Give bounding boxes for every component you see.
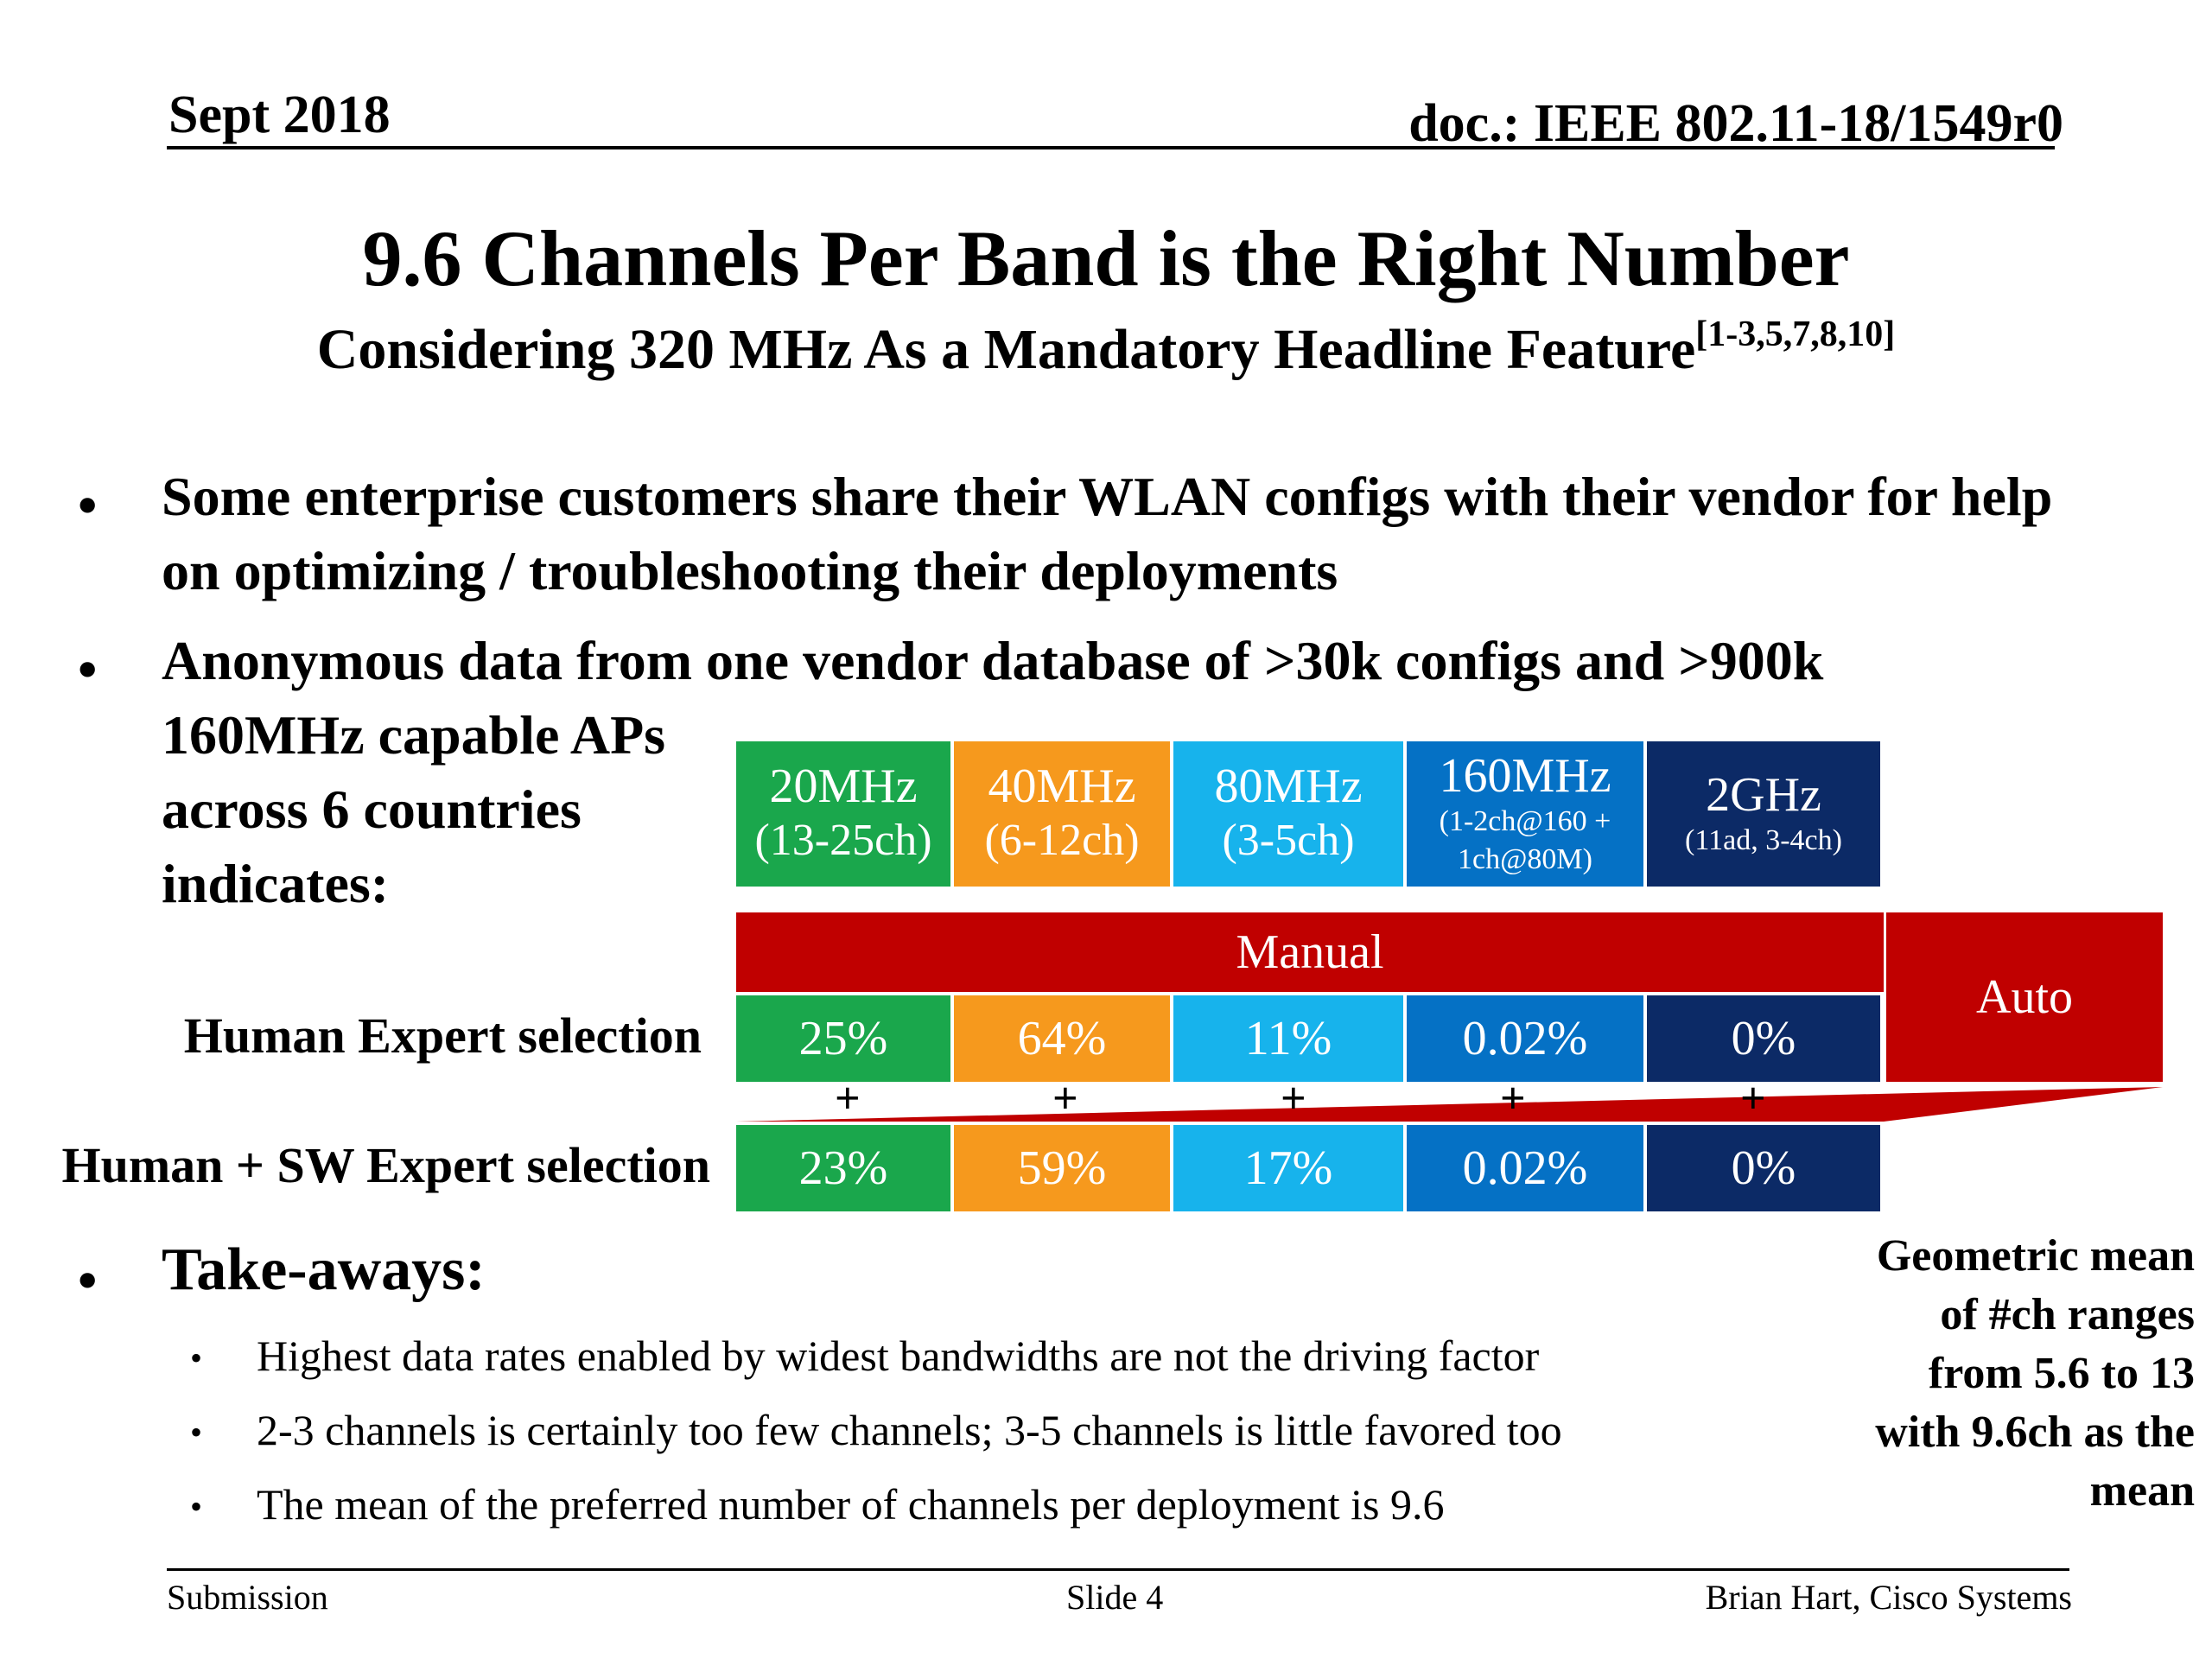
auto-wedge bbox=[736, 1087, 2163, 1122]
band-detail: (6-12ch) bbox=[984, 816, 1140, 865]
pct-cell: 0% bbox=[1647, 995, 1880, 1082]
footer-submission: Submission bbox=[167, 1578, 328, 1617]
pct-cell: 59% bbox=[954, 1125, 1170, 1211]
header-cell-2ghz: 2GHz (11ad, 3-4ch) bbox=[1647, 741, 1880, 887]
band-label: 160MHz bbox=[1439, 749, 1611, 803]
sub-bullet-icon: • bbox=[190, 1487, 203, 1526]
footer-slide-number: Slide 4 bbox=[1066, 1578, 1164, 1617]
takeaway-item: The mean of the preferred number of chan… bbox=[257, 1480, 1445, 1529]
auto-box: Auto bbox=[1886, 912, 2163, 1082]
takeaway-item: Highest data rates enabled by widest ban… bbox=[257, 1332, 1540, 1380]
slide-title: 9.6 Channels Per Band is the Right Numbe… bbox=[362, 214, 1850, 302]
note-line: with 9.6ch as the bbox=[1875, 1408, 2195, 1457]
takeaways-heading: Take-aways: bbox=[162, 1236, 486, 1303]
band-label: 2GHz bbox=[1706, 768, 1821, 822]
manual-bar: Manual bbox=[736, 912, 1884, 992]
pct-cell: 0% bbox=[1647, 1125, 1880, 1211]
band-label: 80MHz bbox=[1214, 760, 1363, 813]
row-label-human-sw-expert: Human + SW Expert selection bbox=[61, 1137, 710, 1193]
note-line: of #ch ranges bbox=[1940, 1290, 2195, 1339]
pct-cell: 23% bbox=[736, 1125, 950, 1211]
bullet-2-line-2: 160MHz capable APs across 6 countries in… bbox=[162, 704, 666, 914]
slide-subtitle: Considering 320 MHz As a Mandatory Headl… bbox=[0, 314, 2212, 383]
bullet-icon: • bbox=[78, 1249, 98, 1311]
band-detail: (1-2ch@160 + bbox=[1439, 805, 1611, 837]
footer-rule bbox=[167, 1568, 2069, 1571]
header-cell-160mhz: 160MHz (1-2ch@160 + 1ch@80M) bbox=[1407, 741, 1643, 887]
auto-wedge-shape bbox=[736, 1087, 2163, 1122]
geometric-mean-note: Geometric mean of #ch ranges from 5.6 to… bbox=[1815, 1227, 2195, 1521]
row-label-human-expert: Human Expert selection bbox=[183, 1007, 702, 1064]
plus-icon: + bbox=[835, 1074, 861, 1123]
bullet-2-line-1: Anonymous data from one vendor database … bbox=[162, 630, 1824, 691]
note-line: mean bbox=[2089, 1466, 2195, 1516]
plus-icon: + bbox=[1281, 1074, 1306, 1123]
pct-cell: 64% bbox=[954, 995, 1170, 1082]
note-line: Geometric mean bbox=[1876, 1231, 2195, 1281]
pct-cell: 25% bbox=[736, 995, 950, 1082]
band-detail: (11ad, 3-4ch) bbox=[1685, 824, 1842, 856]
plus-icon: + bbox=[1052, 1074, 1078, 1123]
band-detail: (13-25ch) bbox=[754, 816, 932, 865]
pct-cell: 0.02% bbox=[1407, 995, 1643, 1082]
header-cell-20mhz: 20MHz (13-25ch) bbox=[736, 741, 950, 887]
header-cell-80mhz: 80MHz (3-5ch) bbox=[1173, 741, 1403, 887]
header-rule bbox=[167, 146, 2055, 149]
band-detail: (3-5ch) bbox=[1222, 816, 1355, 865]
band-detail: 1ch@80M) bbox=[1458, 843, 1592, 875]
header-cell-40mhz: 40MHz (6-12ch) bbox=[954, 741, 1170, 887]
header-doc-id: doc.: IEEE 802.11-18/1549r0 bbox=[1408, 94, 2063, 153]
subtitle-refs: [1-3,5,7,8,10] bbox=[1695, 315, 1896, 354]
sub-bullet-icon: • bbox=[190, 1338, 203, 1377]
plus-icon: + bbox=[1740, 1074, 1766, 1123]
bullet-icon: • bbox=[78, 474, 98, 536]
pct-cell: 11% bbox=[1173, 995, 1403, 1082]
pct-cell: 17% bbox=[1173, 1125, 1403, 1211]
bullet-1: Some enterprise customers share their WL… bbox=[162, 466, 2053, 601]
pct-cell: 0.02% bbox=[1407, 1125, 1643, 1211]
takeaway-item: 2-3 channels is certainly too few channe… bbox=[257, 1406, 1562, 1454]
note-line: from 5.6 to 13 bbox=[1928, 1349, 2195, 1398]
band-label: 40MHz bbox=[988, 760, 1136, 813]
band-label: 20MHz bbox=[769, 760, 918, 813]
header-date: Sept 2018 bbox=[168, 86, 391, 144]
subtitle-text: Considering 320 MHz As a Mandatory Headl… bbox=[316, 318, 1696, 381]
sub-bullet-icon: • bbox=[190, 1413, 203, 1452]
bullet-icon: • bbox=[78, 639, 98, 700]
plus-icon: + bbox=[1500, 1074, 1526, 1123]
footer-author: Brian Hart, Cisco Systems bbox=[1705, 1578, 2072, 1617]
